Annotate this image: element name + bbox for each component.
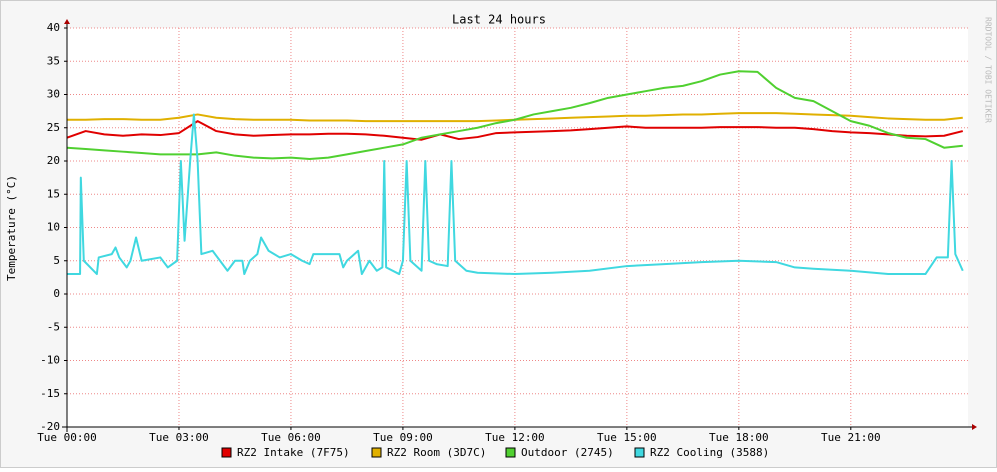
- series-line: [66, 120, 964, 141]
- legend-label: RZ2 Room (3D7C): [387, 446, 486, 459]
- y-tick-label: 10: [47, 221, 60, 234]
- legend-swatch: [634, 447, 645, 458]
- x-tick-label: Tue 09:00: [373, 431, 433, 444]
- y-tick-label: 30: [47, 88, 60, 101]
- x-tick-label: Tue 00:00: [37, 431, 97, 444]
- x-tick-label: Tue 06:00: [261, 431, 321, 444]
- x-tick-label: Tue 03:00: [149, 431, 209, 444]
- x-tick-label: Tue 15:00: [597, 431, 657, 444]
- y-axis-label: Temperature (°C): [5, 175, 18, 281]
- lines: [66, 70, 964, 276]
- legend-label: RZ2 Cooling (3588): [650, 446, 769, 459]
- y-tick-label: 35: [47, 54, 60, 67]
- chart-title: Last 24 hours: [452, 13, 546, 27]
- x-tick-label: Tue 12:00: [485, 431, 545, 444]
- y-tick-label: 25: [47, 121, 60, 134]
- y-tick-label: 15: [47, 187, 60, 200]
- legend-swatch: [505, 447, 516, 458]
- y-tick-label: 0: [53, 287, 60, 300]
- legend-label: Outdoor (2745): [521, 446, 614, 459]
- y-tick-label: 20: [47, 154, 60, 167]
- y-tick-label: -10: [40, 354, 60, 367]
- x-arrow: [972, 424, 977, 430]
- y-tick-label: -20: [40, 420, 60, 433]
- y-tick-label: -15: [40, 387, 60, 400]
- series-line: [67, 113, 964, 276]
- y-tick-label: 40: [47, 21, 60, 34]
- watermark: RRDTOOL / TOBI OETIKER: [984, 17, 993, 123]
- y-tick-label: -5: [47, 320, 60, 333]
- x-tick-label: Tue 18:00: [709, 431, 769, 444]
- legend-swatch: [371, 447, 382, 458]
- legend: RZ2 Intake (7F75) RZ2 Room (3D7C) Outdoor …: [221, 446, 769, 459]
- x-tick-label: Tue 21:00: [821, 431, 881, 444]
- legend-swatch: [221, 447, 232, 458]
- y-arrow: [64, 19, 70, 24]
- series-line: [66, 70, 963, 160]
- y-tick-label: 5: [53, 254, 60, 267]
- legend-label: RZ2 Intake (7F75): [237, 446, 350, 459]
